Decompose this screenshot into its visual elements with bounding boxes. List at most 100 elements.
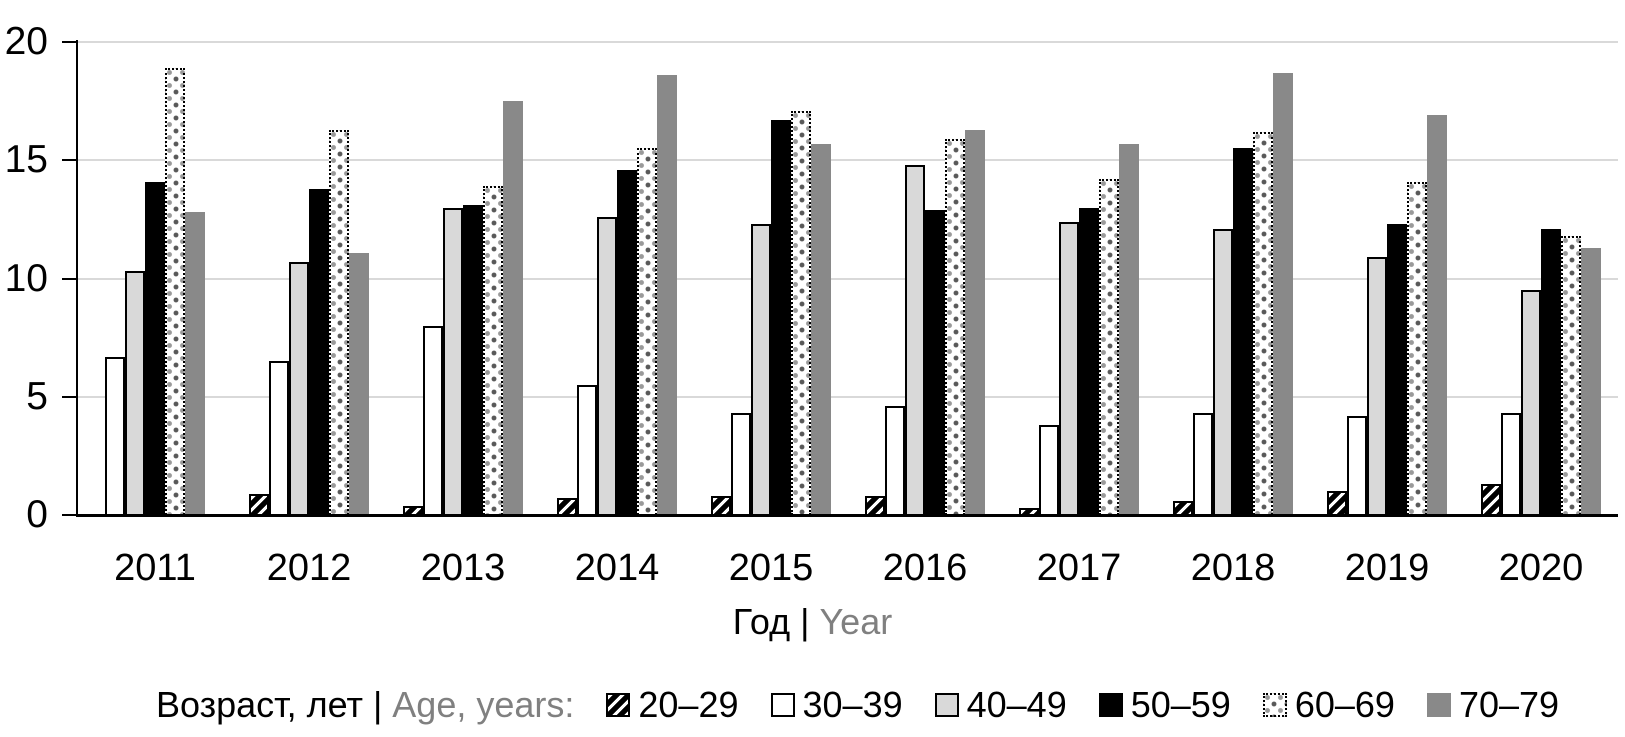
legend-swatch-30-39 — [770, 693, 795, 717]
bar-2017-30-39 — [1039, 425, 1059, 515]
plot-area — [76, 40, 1618, 517]
legend-item-60-69: 60–69 — [1262, 683, 1395, 727]
legend-item-20-29: 20–29 — [606, 683, 739, 727]
x-label-2014: 2014 — [574, 547, 660, 589]
bar-2016-70-79 — [965, 129, 985, 515]
x-axis-labels: 2011 2012 2013 2014 2015 2016 2017 2018 2019 2020 — [78, 546, 1618, 590]
bar-2014-30-39 — [577, 384, 597, 515]
bar-2016-50-59 — [925, 209, 945, 515]
year-group-2016 — [848, 42, 1002, 515]
bar-2020-40-49 — [1521, 290, 1541, 515]
x-axis-line — [76, 514, 1618, 517]
bar-2020-30-39 — [1501, 413, 1521, 515]
legend-label-40-49: 40–49 — [966, 684, 1067, 725]
x-axis-title-separator: | — [800, 601, 810, 642]
year-group-2015 — [694, 42, 848, 515]
bar-2014-40-49 — [597, 217, 617, 515]
gridline-5 — [78, 395, 1618, 398]
legend-title-ru: Возраст, лет — [155, 684, 363, 725]
x-label-2011: 2011 — [114, 547, 196, 589]
bar-2019-60-69 — [1407, 181, 1427, 515]
bar-2013-30-39 — [423, 325, 443, 515]
bar-2017-40-49 — [1059, 221, 1079, 515]
bar-2019-20-29 — [1327, 491, 1347, 515]
y-tick-0 — [62, 514, 78, 516]
legend-swatch-40-49 — [934, 693, 959, 717]
bar-2018-40-49 — [1213, 228, 1233, 515]
bar-2020-50-59 — [1541, 228, 1561, 515]
x-label-2020: 2020 — [1498, 547, 1584, 589]
y-axis-line — [76, 40, 78, 517]
x-label-2016: 2016 — [882, 547, 968, 589]
legend-swatch-60-69 — [1262, 693, 1287, 717]
legend-label-30-39: 30–39 — [802, 684, 903, 725]
bar-2011-70-79 — [185, 212, 205, 515]
bar-2015-30-39 — [731, 413, 751, 515]
bar-2018-60-69 — [1253, 131, 1273, 515]
bar-2014-50-59 — [617, 169, 637, 515]
bar-2017-60-69 — [1099, 179, 1119, 515]
legend-label-60-69: 60–69 — [1294, 684, 1395, 725]
y-tick-label-15: 15 — [4, 138, 48, 182]
bar-2014-20-29 — [557, 498, 577, 515]
bar-2011-60-69 — [165, 68, 185, 515]
x-label-2018: 2018 — [1190, 547, 1276, 589]
bar-2012-30-39 — [269, 361, 289, 515]
bar-2019-50-59 — [1387, 224, 1407, 515]
bar-2014-70-79 — [657, 75, 677, 515]
bar-2016-20-29 — [865, 496, 885, 515]
bar-2011-50-59 — [145, 181, 165, 515]
legend-swatch-20-29 — [606, 693, 631, 717]
legend-item-40-49: 40–49 — [934, 683, 1067, 727]
gridline-15 — [78, 159, 1618, 162]
y-tick-10 — [62, 277, 78, 280]
bar-2017-70-79 — [1119, 143, 1139, 515]
bar-2018-30-39 — [1193, 413, 1213, 515]
bar-2017-50-59 — [1079, 207, 1099, 515]
x-label-2017: 2017 — [1036, 547, 1122, 589]
legend-item-50-59: 50–59 — [1098, 683, 1231, 727]
bar-2016-30-39 — [885, 406, 905, 515]
bar-2013-20-29 — [403, 505, 423, 515]
bar-2015-60-69 — [791, 110, 811, 515]
bar-2018-70-79 — [1273, 72, 1293, 515]
y-tick-15 — [62, 159, 78, 162]
year-group-2014 — [540, 42, 694, 515]
bar-2020-60-69 — [1561, 235, 1581, 515]
bar-2017-20-29 — [1019, 507, 1039, 515]
y-tick-label-0: 0 — [26, 493, 48, 536]
bar-2015-50-59 — [771, 120, 791, 515]
legend-label-70-79: 70–79 — [1458, 684, 1560, 725]
bar-2014-60-69 — [637, 148, 657, 515]
year-group-2019 — [1310, 42, 1464, 515]
bar-2020-70-79 — [1581, 247, 1601, 515]
bar-2012-70-79 — [349, 252, 369, 515]
bar-2013-70-79 — [503, 101, 523, 515]
y-tick-20 — [62, 41, 78, 43]
bar-2019-70-79 — [1427, 115, 1447, 515]
bar-2020-20-29 — [1481, 484, 1501, 515]
x-label-2019: 2019 — [1344, 547, 1430, 589]
bar-2013-40-49 — [443, 207, 463, 515]
legend: Возраст, лет | Age, years: 20–29 30–39 40–49… — [90, 683, 1625, 727]
bar-2013-60-69 — [483, 186, 503, 515]
bar-2012-60-69 — [329, 129, 349, 515]
y-tick-label-10: 10 — [4, 256, 48, 300]
gridline-20 — [78, 41, 1618, 43]
y-tick-label-20: 20 — [4, 20, 48, 63]
year-group-2018 — [1156, 42, 1310, 515]
bar-2016-60-69 — [945, 138, 965, 515]
x-axis-title: Год | Year — [0, 600, 1625, 644]
year-group-2011 — [78, 42, 232, 515]
year-group-2020 — [1464, 42, 1618, 515]
bar-2016-40-49 — [905, 164, 925, 515]
legend-swatch-70-79 — [1426, 693, 1451, 717]
bar-2011-40-49 — [125, 271, 145, 515]
bar-2012-20-29 — [249, 493, 269, 515]
bar-2012-40-49 — [289, 261, 309, 515]
bar-2019-30-39 — [1347, 415, 1367, 515]
bar-2015-70-79 — [811, 143, 831, 515]
legend-title-separator: | — [372, 684, 383, 725]
year-group-2017 — [1002, 42, 1156, 515]
legend-title: Возраст, лет | Age, years: — [156, 683, 574, 727]
